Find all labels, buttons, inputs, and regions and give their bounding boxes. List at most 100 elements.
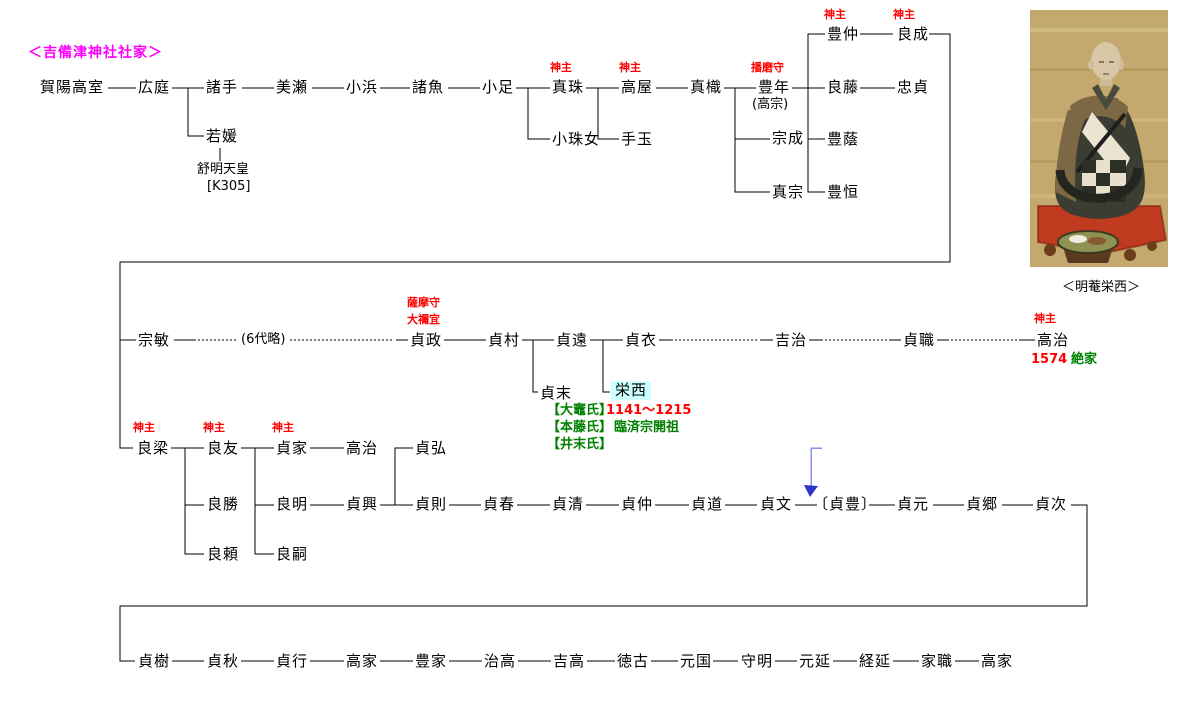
person-name: 小足 [482,78,515,96]
person-name: 良勝 [207,495,240,513]
person-name: 賀陽高室 [40,78,105,96]
person-name: 元延 [799,652,832,670]
person-name: 吉高 [553,652,586,670]
person-name: 貞清 [552,495,585,513]
page-title: ＜吉備津神社社家＞ [28,45,163,61]
person-name: 忠貞 [897,78,930,96]
family-line [119,33,951,449]
person-name: 宗敏 [138,331,171,349]
person-name: 良梁 [137,439,170,457]
clan-note-label: 【大竈氏】 [547,403,613,418]
person-name: 貞弘 [415,439,448,457]
person-name: 高家 [346,652,379,670]
person-name: 手玉 [621,130,654,148]
person-name: 美瀬 [276,78,309,96]
priest-title-label: 神主 [824,8,846,21]
person-name: 徳古 [617,652,650,670]
priest-title-label: 神主 [272,421,294,434]
person-name: 良成 [897,25,930,43]
family-line [734,88,770,193]
person-name: 真珠 [552,78,585,96]
priest-title-label: 神主 [893,8,915,21]
person-name: 良藤 [827,78,860,96]
priest-title-label: 神主 [203,421,225,434]
person-name: 小珠女 [552,130,601,148]
priest-title-label: 薩摩守 [407,296,440,309]
person-name: 貞遠 [556,331,589,349]
person-name: 貞家 [276,439,309,457]
family-line [254,448,274,555]
person-name: 高屋 [621,78,654,96]
clan-note-label: 臨済宗開祖 [614,420,680,435]
person-name: 貞元 [897,495,930,513]
family-line [394,447,413,505]
person-name: 豊仲 [827,25,860,43]
person-name: 良嗣 [276,545,309,563]
person-name: 高治 [346,439,379,457]
person-name: 諸手 [206,78,239,96]
family-line [184,448,204,555]
annotation-label: [K305] [207,179,251,194]
person-name: 貞興 [346,495,379,513]
person-name: 貞衣 [625,331,658,349]
family-line [527,88,550,140]
eisai-portrait-painting [1030,10,1168,267]
person-name: 豊蔭 [827,130,860,148]
person-name: 貞樹 [138,652,171,670]
family-line [602,340,610,393]
date-label: 1141～1215 [606,403,692,418]
person-name: 若媛 [206,127,239,145]
person-name: 治高 [484,652,517,670]
person-name: 貞末 [540,384,573,402]
priest-title-label: 播磨守 [751,61,784,74]
priest-title-label: 大禰宜 [407,313,440,326]
priest-title-label: 神主 [1034,312,1056,325]
person-name: 貞村 [488,331,521,349]
clan-note-label: 【本藤氏】 [547,420,613,435]
family-line [597,88,619,140]
person-name: 高家 [981,652,1014,670]
eisai-portrait [1030,10,1168,267]
person-name: 守明 [741,652,774,670]
annotation-label: 舒明天皇 [197,162,250,177]
person-name: 宗成 [772,129,805,147]
priest-title-label: 神主 [133,421,155,434]
person-name-highlighted: 栄西 [611,381,652,400]
person-name: 良友 [207,439,240,457]
person-name: 小浜 [346,78,379,96]
person-name: 良頼 [207,545,240,563]
family-line [807,33,825,193]
family-line [119,504,1088,662]
person-name: 貞職 [903,331,936,349]
person-name: 貞郷 [966,495,999,513]
person-name: 高治 [1037,331,1070,349]
pointer-arrow-head [804,485,818,497]
person-name: 広庭 [138,78,171,96]
priest-title-label: 神主 [550,61,572,74]
person-name: 良明 [276,495,309,513]
person-name: 真宗 [772,183,805,201]
person-name: 家職 [921,652,954,670]
person-name: 豊恒 [827,183,860,201]
person-name: 貞文 [760,495,793,513]
person-name: 貞次 [1035,495,1068,513]
person-name: 諸魚 [412,78,445,96]
priest-title-label: 神主 [619,61,641,74]
portrait-caption: ＜明菴栄西＞ [1062,280,1141,295]
person-name: 〔貞豊〕 [813,495,878,513]
date-label: 1574 [1031,352,1068,367]
family-line [532,340,538,393]
person-name: 吉治 [775,331,808,349]
person-name: 豊家 [415,652,448,670]
person-name: 貞政 [410,331,443,349]
person-name: 豊年 [758,78,791,96]
person-name: 貞春 [483,495,516,513]
family-line [187,88,204,137]
person-name: 貞仲 [621,495,654,513]
clan-note-label: 【井末氏】 [547,437,613,452]
clan-note-label: 絶家 [1071,352,1098,367]
annotation-label: (高宗) [752,97,789,112]
person-name: 経延 [859,652,892,670]
